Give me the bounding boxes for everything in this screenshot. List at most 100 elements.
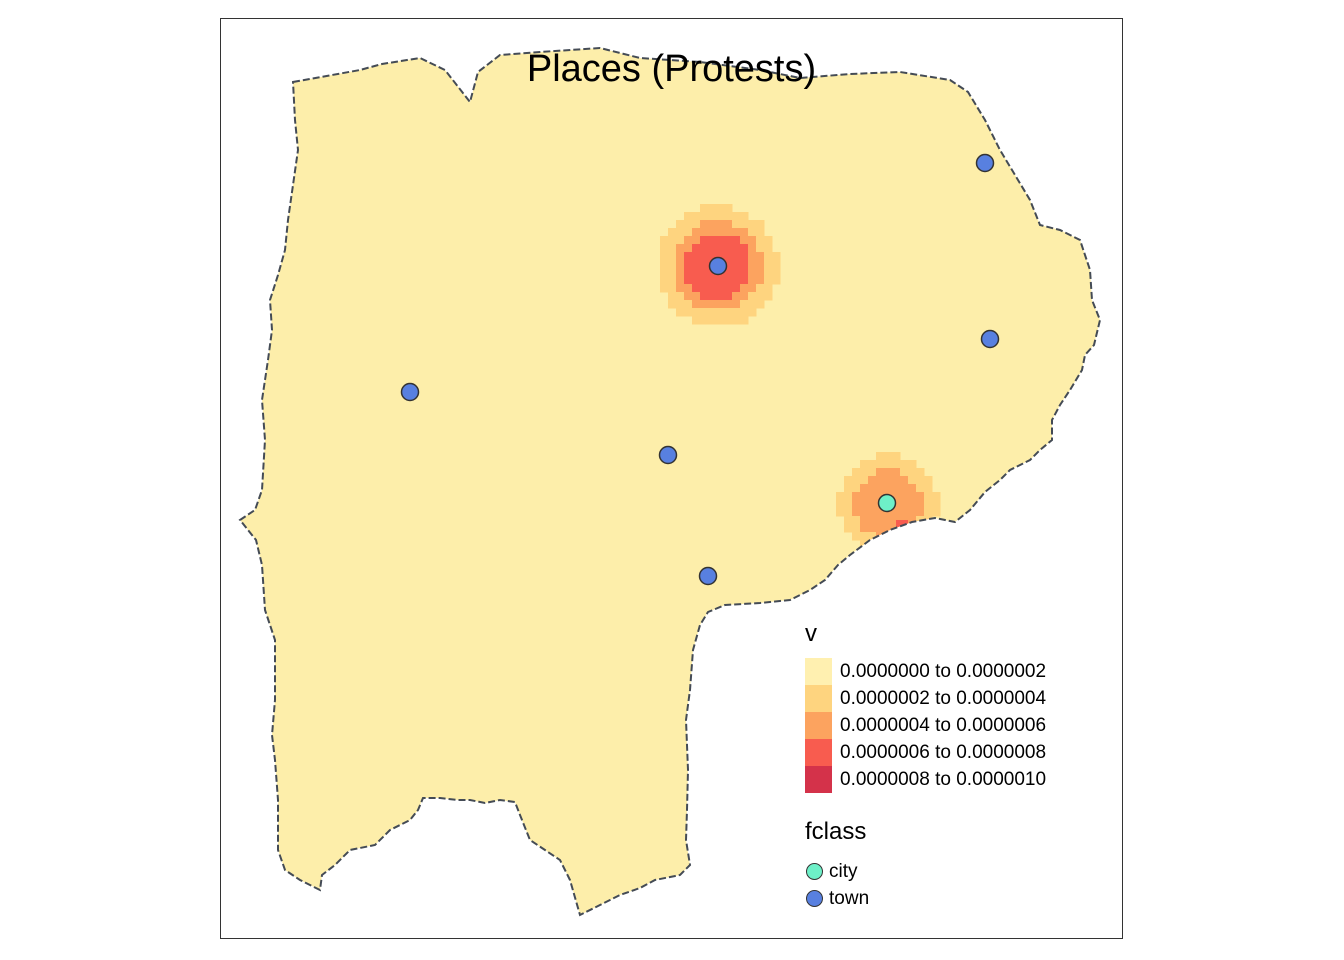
density-cell — [700, 316, 709, 325]
density-cell — [908, 476, 917, 485]
density-cell — [708, 220, 717, 229]
density-cell — [700, 204, 709, 213]
density-cell — [676, 276, 685, 285]
legend-swatch — [805, 739, 832, 766]
density-cell — [692, 244, 701, 253]
density-cell — [868, 492, 877, 501]
density-cell — [900, 532, 909, 541]
density-cell — [740, 260, 749, 269]
density-cell — [676, 284, 685, 293]
density-cell — [660, 252, 669, 261]
density-cell — [756, 220, 765, 229]
density-cell — [852, 516, 861, 525]
density-cell — [692, 252, 701, 261]
town-marker[interactable] — [658, 445, 678, 465]
legend-label: town — [829, 887, 870, 909]
density-cell — [668, 236, 677, 245]
density-cell — [708, 212, 717, 221]
density-cell — [884, 460, 893, 469]
density-cell — [700, 284, 709, 293]
density-cell — [868, 508, 877, 517]
density-cell — [852, 492, 861, 501]
density-cell — [732, 252, 741, 261]
density-cell — [884, 452, 893, 461]
density-cell — [676, 220, 685, 229]
density-cell — [708, 228, 717, 237]
density-cell — [860, 500, 869, 509]
town-marker[interactable] — [975, 153, 995, 173]
density-cell — [852, 508, 861, 517]
density-cell — [668, 284, 677, 293]
density-cell — [724, 316, 733, 325]
density-cell — [716, 300, 725, 309]
density-cell — [876, 452, 885, 461]
density-cell — [764, 236, 773, 245]
density-cell — [884, 468, 893, 477]
density-cell — [836, 500, 845, 509]
density-cell — [852, 500, 861, 509]
density-cell — [684, 228, 693, 237]
density-cell — [724, 252, 733, 261]
density-cell — [756, 284, 765, 293]
density-cell — [764, 252, 773, 261]
legend-swatch — [805, 685, 832, 712]
town-marker[interactable] — [698, 566, 718, 586]
density-cell — [908, 524, 917, 533]
density-cell — [756, 236, 765, 245]
density-cell — [660, 276, 669, 285]
density-cell — [908, 484, 917, 493]
density-cell — [844, 476, 853, 485]
density-cell — [892, 532, 901, 541]
legend-item: town — [805, 885, 869, 912]
legend-item: 0.0000002 to 0.0000004 — [805, 685, 1046, 712]
density-cell — [700, 236, 709, 245]
density-cell — [668, 268, 677, 277]
density-cell — [716, 292, 725, 301]
density-cell — [756, 268, 765, 277]
density-cell — [684, 292, 693, 301]
density-cell — [724, 220, 733, 229]
density-cell — [908, 460, 917, 469]
density-cell — [684, 252, 693, 261]
density-cell — [684, 276, 693, 285]
density-cell — [708, 204, 717, 213]
density-cell — [684, 220, 693, 229]
density-cell — [916, 468, 925, 477]
density-cell — [916, 476, 925, 485]
density-cell — [740, 276, 749, 285]
town-marker[interactable] — [708, 256, 728, 276]
density-cell — [740, 284, 749, 293]
density-cell — [860, 524, 869, 533]
density-cell — [756, 244, 765, 253]
density-cell — [844, 500, 853, 509]
density-cell — [756, 276, 765, 285]
density-cell — [668, 292, 677, 301]
density-cell — [724, 284, 733, 293]
town-marker[interactable] — [400, 382, 420, 402]
density-cell — [908, 508, 917, 517]
legend-item: 0.0000008 to 0.0000010 — [805, 766, 1046, 793]
density-cell — [916, 492, 925, 501]
density-cell — [748, 300, 757, 309]
density-cell — [676, 236, 685, 245]
density-cell — [692, 212, 701, 221]
density-cell — [876, 516, 885, 525]
density-cell — [716, 228, 725, 237]
town-marker[interactable] — [980, 329, 1000, 349]
density-cell — [676, 244, 685, 253]
density-cell — [892, 508, 901, 517]
density-cell — [732, 300, 741, 309]
density-cell — [668, 276, 677, 285]
density-cell — [732, 220, 741, 229]
density-cell — [748, 308, 757, 317]
density-cell — [700, 300, 709, 309]
density-cell — [684, 300, 693, 309]
density-cell — [896, 520, 908, 527]
density-cell — [892, 460, 901, 469]
density-cell — [756, 260, 765, 269]
density-cell — [716, 204, 725, 213]
density-cell — [708, 316, 717, 325]
density-cell — [700, 220, 709, 229]
density-cell — [884, 484, 893, 493]
city-marker[interactable] — [877, 493, 897, 513]
